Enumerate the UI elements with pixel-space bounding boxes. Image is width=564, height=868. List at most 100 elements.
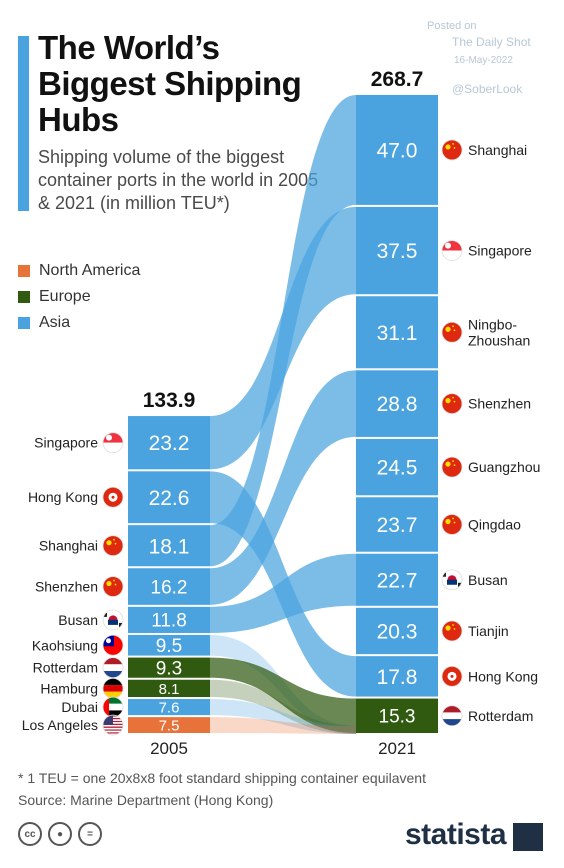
flag-icon-china [441, 393, 463, 415]
flag-icon-singapore [441, 240, 463, 261]
posted-date: 16-May-2022 [454, 55, 513, 66]
bar-segment-2005-hamburg [128, 679, 210, 698]
legend-label: North America [39, 262, 141, 279]
flow-link-los-angeles [210, 717, 356, 734]
port-label: Kaohsiung [32, 637, 98, 653]
column-total: 268.7 [371, 68, 424, 91]
legend-label: Asia [39, 314, 71, 331]
year-label: 2005 [150, 739, 188, 758]
bar-segment-2021-hong-kong [356, 656, 438, 697]
port-label: Los Angeles [22, 717, 98, 733]
legend-item-asia: Asia [18, 310, 140, 336]
data-label: 47.0 [377, 139, 418, 162]
data-label: 22.6 [149, 487, 190, 510]
legend-swatch [18, 291, 30, 303]
flow-link-busan [210, 553, 356, 633]
license-icons: cc ● = [18, 822, 102, 846]
statista-logo-mark [513, 823, 543, 851]
bar-segment-2021-tianjin [356, 607, 438, 655]
data-label: 15.3 [379, 707, 416, 728]
port-label: Shanghai [39, 538, 98, 554]
bar-segment-2005-rotterdam [128, 657, 210, 678]
bar-segment-2005-singapore [128, 416, 210, 470]
no-derivatives-icon[interactable]: = [78, 822, 102, 846]
flow-link-shanghai [210, 94, 356, 567]
data-label: 17.8 [377, 666, 418, 689]
data-label: 20.3 [377, 621, 418, 644]
flag-icon-china [441, 620, 463, 642]
legend-swatch [18, 265, 30, 277]
flag-icon-netherlands [441, 705, 463, 727]
flag-icon-netherlands [102, 657, 124, 679]
flag-icon-china [441, 321, 463, 343]
posted-on-label: Posted on [427, 20, 477, 32]
flag-icon-germany [102, 677, 124, 699]
chart-title: The World’s Biggest Shipping Hubs [38, 29, 302, 138]
bar-segment-2021-qingdao [356, 497, 438, 552]
bar-segment-2005-busan [128, 606, 210, 633]
year-label: 2021 [378, 739, 416, 758]
port-label: Rotterdam [33, 660, 98, 676]
port-label: Shanghai [468, 142, 527, 158]
data-label: 18.1 [149, 535, 190, 558]
data-label: 9.5 [156, 636, 182, 657]
bar-segment-2005-kaohsiung [128, 634, 210, 656]
title-accent-bar [18, 36, 29, 211]
data-label: 9.3 [156, 659, 182, 680]
port-label: Hong Kong [28, 489, 98, 505]
statista-logo[interactable]: statista [405, 818, 507, 851]
posted-handle: @SoberLook [452, 82, 523, 96]
flow-link-rotterdam [210, 657, 356, 733]
port-label: Rotterdam [468, 708, 533, 724]
legend-label: Europe [39, 288, 91, 305]
flow-link-hamburg [210, 679, 356, 734]
flag-icon-china [441, 514, 463, 535]
flag-icon-hong-kong [102, 486, 124, 508]
flow-link-shenzhen [210, 370, 356, 605]
port-label: Guangzhou [468, 459, 540, 475]
bar-segment-2021-singapore [356, 206, 438, 295]
legend: North America Europe Asia [18, 258, 140, 336]
creative-commons-icon[interactable]: cc [18, 822, 42, 846]
data-label: 7.5 [159, 717, 180, 734]
flag-icon-china [441, 456, 463, 478]
data-label: 8.1 [159, 681, 180, 698]
bar-segment-2021-ningbo-zhoushan [356, 296, 438, 369]
flag-icon-singapore [102, 432, 124, 454]
port-label: Ningbo- [468, 316, 517, 332]
column-total: 133.9 [143, 389, 196, 412]
port-label: Tianjin [468, 623, 509, 639]
data-label: 37.5 [377, 240, 418, 263]
bar-segment-2005-shanghai [128, 525, 210, 567]
attribution-icon[interactable]: ● [48, 822, 72, 846]
flag-icon-south-korea [441, 569, 463, 591]
flag-icon-usa [102, 714, 124, 736]
flow-link-dubai [210, 699, 356, 734]
port-label: Dubai [61, 699, 98, 715]
flag-icon-taiwan [102, 634, 124, 656]
data-label: 28.8 [377, 393, 418, 416]
port-label: Qingdao [468, 517, 521, 533]
bar-segment-2021-guangzhou [356, 438, 438, 496]
port-label: Shenzhen [35, 579, 98, 595]
data-label: 22.7 [377, 569, 418, 592]
data-label: 23.2 [149, 432, 190, 455]
port-label: Shenzhen [468, 396, 531, 412]
data-label: 31.1 [377, 322, 418, 345]
posted-source: The Daily Shot [452, 35, 531, 49]
bar-segment-2005-hong-kong [128, 471, 210, 524]
flag-icon-china [102, 576, 124, 597]
bar-segment-2005-shenzhen [128, 568, 210, 605]
flag-icon-china [441, 139, 463, 161]
data-label: 11.8 [151, 611, 187, 632]
port-label: Singapore [468, 243, 532, 259]
legend-swatch [18, 317, 30, 329]
footnote: * 1 TEU = one 20x8x8 foot standard shipp… [18, 770, 426, 786]
bar-segment-2005-dubai [128, 699, 210, 716]
data-label: 23.7 [377, 514, 418, 537]
port-label: Singapore [34, 435, 98, 451]
port-label: Hamburg [40, 680, 98, 696]
data-label: 24.5 [377, 457, 418, 480]
data-label: 7.6 [159, 699, 180, 716]
